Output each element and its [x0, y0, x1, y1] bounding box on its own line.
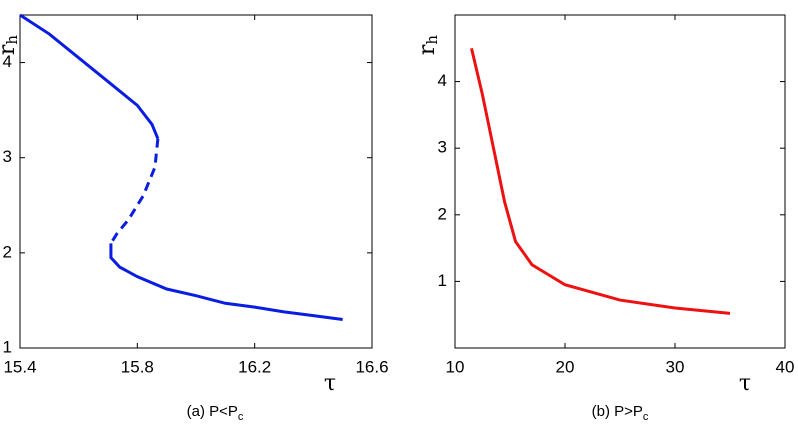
y-tick-label: 4: [438, 71, 447, 90]
y-tick-label: 3: [438, 138, 447, 157]
y-axis-label: rh: [415, 35, 441, 56]
x-tick-label: 15.4: [3, 357, 36, 376]
y-tick-label: 2: [3, 242, 12, 261]
plot-frame: [19, 14, 373, 349]
y-axis-label-sub: h: [3, 35, 21, 45]
x-tick-label: 30: [666, 357, 685, 376]
curve: [470, 47, 731, 315]
y-tick-label: 2: [438, 204, 447, 223]
curve: [19, 13, 160, 140]
caption-sub: c: [238, 411, 244, 423]
y-tick-label: 4: [3, 52, 12, 71]
y-axis-label: rh: [0, 35, 21, 56]
x-tick-label: 40: [776, 357, 795, 376]
y-tick-label: 1: [3, 337, 12, 356]
x-tick-label: 15.8: [121, 357, 154, 376]
y-axis-label-main: r: [0, 44, 20, 55]
caption-main: (a) P<P: [187, 403, 238, 420]
x-axis-label: τ: [324, 371, 336, 396]
curve: [109, 243, 343, 321]
y-axis-label-sub: h: [423, 35, 441, 45]
x-axis-label: τ: [739, 371, 751, 396]
x-tick-label: 20: [556, 357, 575, 376]
caption-sub: c: [643, 411, 649, 423]
caption-main: (b) P>P: [592, 403, 643, 420]
x-tick-label: 16.2: [238, 357, 271, 376]
plot-frame: [454, 14, 786, 349]
curve: [109, 138, 160, 245]
y-axis-label-main: r: [415, 44, 440, 55]
y-tick-label: 1: [438, 271, 447, 290]
y-tick-label: 3: [3, 147, 12, 166]
x-tick-label: 10: [446, 357, 465, 376]
x-tick-label: 16.6: [355, 357, 388, 376]
caption: (a) P<Pc: [187, 403, 244, 423]
caption: (b) P>Pc: [592, 403, 649, 423]
